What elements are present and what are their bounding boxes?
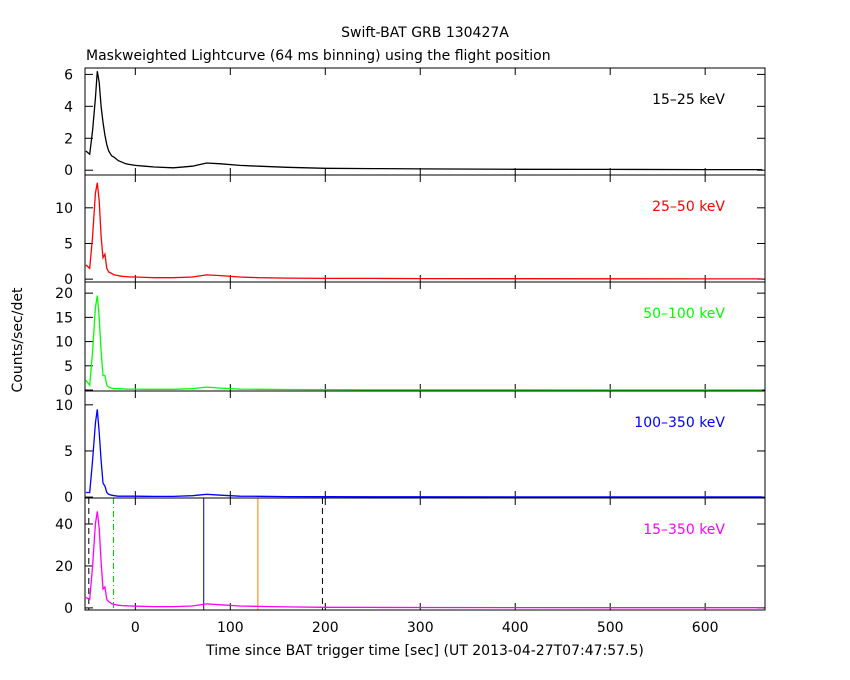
y-tick-label: 15 (55, 310, 73, 326)
y-axis-label: Counts/sec/det (10, 287, 26, 392)
light-curve (85, 409, 763, 498)
panel-frame (84, 281, 766, 392)
x-tick-label: 500 (597, 620, 624, 636)
legend-label: 15–25 keV (652, 92, 725, 108)
chart-subtitle: Maskweighted Lightcurve (64 ms binning) … (86, 48, 551, 64)
legend-label: 25–50 keV (652, 199, 725, 215)
legend-label: 15–350 keV (643, 522, 725, 538)
panel-frame (84, 174, 766, 283)
light-curve (85, 511, 763, 609)
chart-title: Swift-BAT GRB 130427A (341, 25, 509, 41)
x-tick-label: 100 (217, 620, 244, 636)
y-tick-label: 5 (64, 359, 73, 375)
y-tick-label: 2 (64, 131, 73, 147)
y-tick-label: 20 (55, 286, 73, 302)
y-tick-label: 0 (64, 601, 73, 617)
x-axis-label: Time since BAT trigger time [sec] (UT 20… (205, 643, 644, 659)
y-tick-label: 6 (64, 67, 73, 83)
y-tick-label: 0 (64, 490, 73, 506)
y-tick-label: 40 (55, 517, 73, 533)
light-curve (85, 182, 763, 280)
panel-frame (84, 67, 766, 176)
x-tick-label: 0 (131, 620, 140, 636)
y-tick-label: 5 (64, 444, 73, 460)
y-tick-label: 0 (64, 383, 73, 399)
light-curve (85, 71, 763, 171)
y-tick-label: 10 (55, 201, 73, 217)
x-tick-label: 200 (312, 620, 339, 636)
y-tick-label: 5 (64, 236, 73, 252)
y-tick-label: 10 (55, 335, 73, 351)
y-tick-label: 0 (64, 163, 73, 179)
x-tick-label: 600 (692, 620, 719, 636)
y-tick-label: 10 (55, 398, 73, 414)
y-tick-label: 20 (55, 559, 73, 575)
y-tick-label: 0 (64, 272, 73, 288)
legend-label: 100–350 keV (634, 415, 725, 431)
x-tick-label: 400 (502, 620, 529, 636)
panel-frame (84, 497, 766, 611)
legend-label: 50–100 keV (643, 306, 725, 322)
x-tick-label: 300 (407, 620, 434, 636)
light-curve (85, 295, 763, 391)
panel-frame (84, 390, 766, 499)
y-tick-label: 4 (64, 99, 73, 115)
